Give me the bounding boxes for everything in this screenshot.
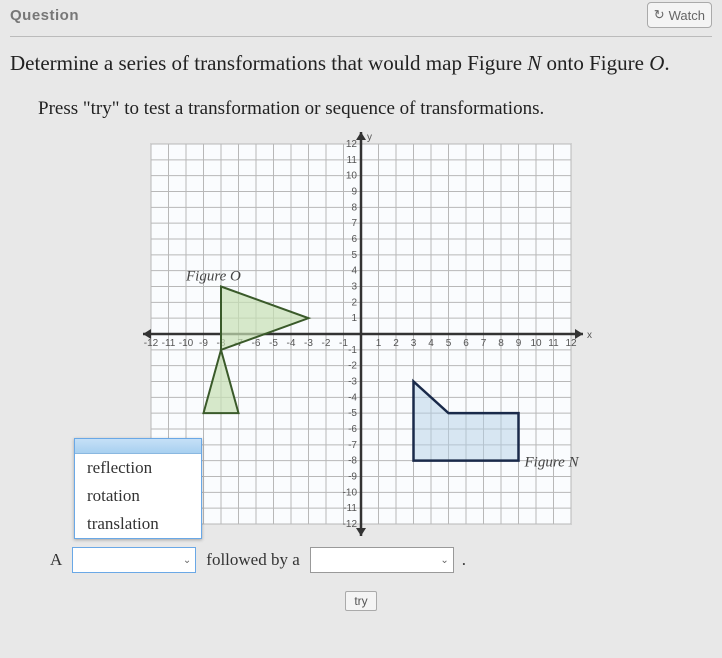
watch-label: Watch (669, 8, 705, 23)
prompt-pre: Determine a series of transformations th… (10, 51, 527, 75)
figure-a-name: N (527, 51, 541, 75)
svg-text:10: 10 (530, 338, 542, 349)
chevron-down-icon: ⌄ (440, 555, 448, 566)
svg-text:-9: -9 (348, 472, 357, 483)
svg-text:-6: -6 (252, 338, 261, 349)
svg-text:x: x (587, 330, 592, 341)
first-transformation-select[interactable]: ⌄ (72, 547, 196, 573)
try-button[interactable]: try (345, 591, 376, 611)
svg-text:-5: -5 (348, 408, 357, 419)
svg-text:9: 9 (516, 338, 522, 349)
svg-text:9: 9 (351, 187, 357, 198)
svg-text:8: 8 (351, 202, 357, 213)
svg-text:-3: -3 (304, 338, 313, 349)
svg-text:7: 7 (351, 218, 357, 229)
svg-text:-8: -8 (348, 456, 357, 467)
answer-suffix: . (462, 550, 466, 570)
svg-text:12: 12 (565, 338, 577, 349)
svg-text:-7: -7 (348, 440, 357, 451)
svg-text:Figure O: Figure O (185, 269, 241, 285)
sub-instruction: Press "try" to test a transformation or … (38, 98, 712, 120)
svg-text:4: 4 (351, 266, 357, 277)
dropdown-option-rotation[interactable]: rotation (75, 482, 201, 510)
figure-b-name: O (649, 51, 664, 75)
svg-text:6: 6 (351, 234, 357, 245)
svg-text:1: 1 (351, 313, 357, 324)
svg-text:-12: -12 (144, 338, 159, 349)
svg-text:-4: -4 (287, 338, 296, 349)
svg-text:-11: -11 (162, 338, 176, 349)
question-label: Question (10, 7, 79, 24)
svg-text:-4: -4 (348, 392, 357, 403)
svg-text:7: 7 (481, 338, 487, 349)
svg-text:5: 5 (351, 250, 357, 261)
dropdown-option-reflection[interactable]: reflection (75, 454, 201, 482)
svg-text:8: 8 (498, 338, 504, 349)
refresh-icon: ↻ (654, 7, 665, 23)
svg-text:2: 2 (393, 338, 399, 349)
chevron-down-icon: ⌄ (183, 555, 191, 566)
dropdown-header (75, 439, 201, 454)
svg-text:-11: -11 (343, 503, 357, 514)
prompt-mid: onto Figure (541, 51, 649, 75)
dropdown-option-translation[interactable]: translation (75, 510, 201, 538)
prompt-post: . (664, 51, 669, 75)
svg-text:-5: -5 (269, 338, 278, 349)
svg-text:-1: -1 (348, 345, 357, 356)
svg-text:-10: -10 (179, 338, 194, 349)
svg-text:-2: -2 (322, 338, 331, 349)
prompt-text: Determine a series of transformations th… (10, 51, 712, 76)
svg-text:y: y (367, 132, 372, 143)
svg-text:2: 2 (351, 297, 357, 308)
svg-text:11: 11 (347, 155, 358, 166)
svg-text:-2: -2 (348, 361, 357, 372)
svg-text:-6: -6 (348, 424, 357, 435)
second-transformation-select[interactable]: ⌄ (310, 547, 454, 573)
answer-prefix: A (50, 550, 62, 570)
svg-text:12: 12 (346, 139, 358, 150)
svg-text:3: 3 (351, 282, 357, 293)
svg-text:-10: -10 (343, 487, 358, 498)
svg-text:-9: -9 (199, 338, 208, 349)
svg-text:10: 10 (346, 171, 358, 182)
svg-text:1: 1 (376, 338, 382, 349)
svg-text:-3: -3 (348, 377, 357, 388)
svg-text:11: 11 (548, 338, 559, 349)
answer-middle: followed by a (206, 550, 299, 570)
svg-text:-12: -12 (343, 519, 358, 530)
svg-text:3: 3 (411, 338, 417, 349)
svg-text:6: 6 (463, 338, 469, 349)
svg-text:4: 4 (428, 338, 434, 349)
svg-text:Figure N: Figure N (524, 455, 580, 471)
transformation-dropdown-open[interactable]: reflection rotation translation (74, 438, 202, 539)
svg-text:5: 5 (446, 338, 452, 349)
watch-button[interactable]: ↻ Watch (647, 2, 712, 28)
svg-text:-1: -1 (339, 338, 348, 349)
